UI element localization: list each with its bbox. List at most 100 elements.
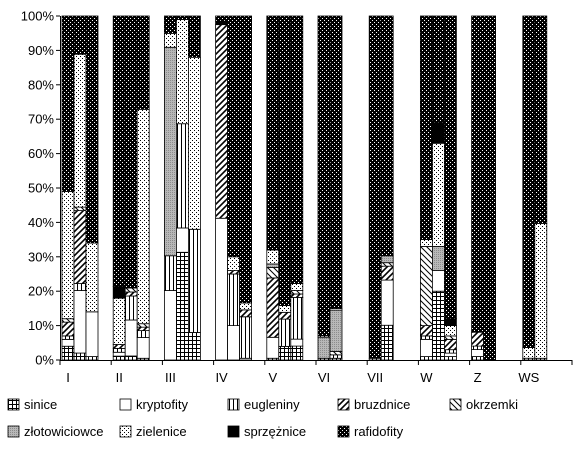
- legend-swatch-gray: [7, 425, 20, 438]
- bar-segment-dots: [227, 256, 241, 271]
- y-tick-label: 20%: [28, 284, 54, 299]
- legend-swatch-checker: [337, 425, 350, 438]
- bar-segment-diag-left: [61, 318, 75, 323]
- bar-segment-white: [73, 290, 87, 354]
- legend-swatch-grid: [7, 398, 20, 411]
- bar-segment-grid: [471, 356, 485, 361]
- bar-segment-diag-right: [471, 331, 485, 347]
- bar-segment-gray: [329, 309, 343, 352]
- bar-segment-black: [443, 318, 457, 327]
- bar-segment-diag-right: [266, 277, 280, 338]
- bar-segment-diag-right: [112, 344, 126, 349]
- x-category-label: WS: [518, 370, 539, 385]
- y-tick-label: 100%: [21, 9, 55, 24]
- bar-segment-vlines: [329, 354, 343, 359]
- bar-segment-vlines: [136, 330, 150, 338]
- bar-segment-checker: [73, 15, 87, 55]
- bar-segment-diag-right: [136, 326, 150, 332]
- bar-stacks: [61, 15, 548, 361]
- bar-segment-checker: [266, 15, 280, 251]
- x-category-label: III: [165, 370, 176, 385]
- bar-segment-dots: [443, 325, 457, 337]
- bar-segment-gray: [317, 337, 331, 359]
- bar-segment-vlines: [290, 297, 304, 340]
- bar-segment-dots: [266, 249, 280, 265]
- legend-item: sinice: [7, 397, 57, 412]
- bar-segment-diag-right: [124, 291, 138, 297]
- bar-segment-checker: [175, 15, 189, 20]
- legend-swatch-white: [119, 398, 132, 411]
- bar-segment-diag-right: [239, 309, 253, 318]
- y-tick-label: 0%: [35, 353, 54, 368]
- legend-item: eugleniny: [227, 397, 300, 412]
- bar-segment-gray: [163, 46, 177, 257]
- bar-segment-diag-left: [124, 287, 138, 293]
- legend-swatch-dots: [119, 425, 132, 438]
- bar-segment-grid: [112, 355, 126, 361]
- legend-label: kryptofity: [136, 397, 189, 412]
- x-category-label: W: [420, 370, 433, 385]
- x-axis-ticks: [59, 360, 573, 365]
- bar-segment-white: [419, 338, 433, 357]
- bar-segment-vlines: [163, 255, 177, 291]
- bar-segment-white: [431, 270, 445, 292]
- x-category-label: V: [268, 370, 277, 385]
- legend: sinice kryptofity eugleniny bruzdnice okrzem…: [7, 397, 518, 439]
- bar-segment-grid: [380, 324, 394, 361]
- bar-segment-dots: [534, 223, 548, 359]
- bar-segment-black: [112, 286, 126, 299]
- bar-segment-diag-right: [290, 293, 304, 298]
- bar-segment-white: [124, 319, 138, 357]
- bar-segment-white: [443, 352, 457, 357]
- y-tick-label: 40%: [28, 215, 54, 230]
- legend-item: okrzemki: [449, 397, 518, 412]
- bar-segment-checker: [239, 15, 253, 304]
- bar-segment-grid: [278, 345, 292, 361]
- bar-segment-vlines: [239, 316, 253, 359]
- bar-segment-vlines: [61, 335, 75, 340]
- legend-swatch-diag-right: [337, 398, 350, 411]
- legend-label: sinice: [24, 397, 57, 412]
- bar-segment-gray: [380, 255, 394, 264]
- x-category-label: VI: [318, 370, 330, 385]
- bar-segment-dots: [61, 191, 75, 320]
- legend-item: bruzdnice: [337, 397, 410, 412]
- y-axis-tick-labels: 0% 10% 20% 30% 40% 50% 60% 70% 80% 90% 100%: [21, 9, 55, 368]
- legend-label: złotowiciowce: [24, 424, 103, 439]
- bar-segment-grid: [290, 345, 304, 361]
- bar-segment-grid: [73, 352, 87, 361]
- bar-segment-checker: [534, 15, 548, 224]
- x-axis-category-labels: I II III IV V VI VII W Z WS: [66, 370, 539, 385]
- bar-segment-dots: [112, 297, 126, 345]
- bar-segment-vlines: [124, 295, 138, 321]
- bar-segment-diag-left: [329, 350, 343, 356]
- bar-segment-grid: [431, 290, 445, 361]
- bar-segment-white: [215, 217, 229, 361]
- bar-segment-diag-right: [278, 311, 292, 320]
- legend-item: rafidofity: [337, 424, 404, 439]
- bar-segment-white: [85, 311, 99, 357]
- bar-segment-diag-left: [266, 267, 280, 279]
- bar-segment-white: [112, 351, 126, 357]
- y-axis-ticks: [56, 15, 60, 361]
- bar-segment-checker: [483, 15, 497, 361]
- bar-segment-checker: [419, 15, 433, 241]
- bar-segment-white: [227, 325, 241, 361]
- legend-item: sprzężnice: [227, 424, 306, 439]
- bar-segment-dots: [163, 32, 177, 48]
- bar-segment-checker: [61, 15, 75, 192]
- bar-segment-diag-left: [73, 206, 87, 211]
- bar-segment-grid: [443, 356, 457, 361]
- legend-swatch-diag-left: [449, 398, 462, 411]
- bar-segment-checker: [227, 15, 241, 258]
- bar-segment-diag-right: [227, 270, 241, 275]
- bar-segment-white: [163, 290, 177, 361]
- bar-segment-vlines: [419, 335, 433, 340]
- bar-segment-checker: [215, 15, 229, 22]
- bar-segment-diag-left: [380, 262, 394, 267]
- bar-segment-checker: [187, 15, 201, 58]
- bar-segment-vlines: [227, 273, 241, 326]
- y-tick-label: 90%: [28, 43, 54, 58]
- bar-segment-vlines: [175, 123, 189, 229]
